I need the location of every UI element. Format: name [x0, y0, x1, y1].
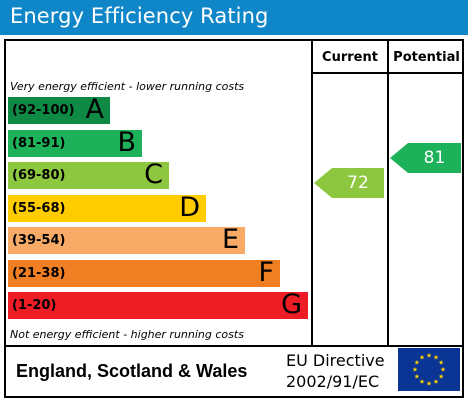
band-d: (55-68) D	[8, 192, 206, 223]
note-inefficient: Not energy efficient - higher running co…	[10, 328, 244, 341]
eu-star-icon	[438, 359, 444, 365]
eu-star-icon	[414, 373, 420, 379]
band-letter-label: F	[258, 257, 274, 288]
band-b: (81-91) B	[8, 127, 142, 158]
chart-title: Energy Efficiency Rating	[10, 4, 269, 28]
potential-rating-arrow	[390, 143, 461, 173]
eu-directive: EU Directive 2002/91/EC	[286, 350, 385, 392]
eu-directive-line1: EU Directive	[286, 351, 385, 370]
footer-divider	[4, 345, 464, 347]
band-range-label: (81-91)	[12, 136, 66, 151]
eu-star-icon	[414, 359, 420, 365]
potential-rating-value: 81	[423, 148, 446, 168]
eu-star-icon	[412, 366, 418, 372]
band-letter-label: C	[144, 159, 163, 190]
eu-star-icon	[419, 379, 425, 384]
header-divider	[311, 72, 464, 74]
eu-directive-line2: 2002/91/EC	[286, 372, 380, 391]
column-header-potential: Potential	[393, 50, 460, 65]
eu-star-icon	[440, 366, 446, 372]
region-label: England, Scotland & Wales	[16, 361, 248, 381]
band-a: (92-100) A	[8, 94, 110, 125]
band-range-label: (21-38)	[12, 266, 66, 281]
band-letter-label: D	[179, 192, 200, 223]
eu-star-icon	[419, 354, 425, 360]
band-letter-label: B	[117, 127, 136, 158]
rating-frame	[4, 39, 464, 398]
eu-star-icon	[433, 379, 439, 384]
band-letter-label: G	[281, 289, 302, 320]
band-letter-label: E	[221, 224, 239, 255]
current-rating-arrow	[314, 168, 384, 198]
title-bar: Energy Efficiency Rating	[0, 0, 468, 35]
divider-potential	[387, 39, 389, 346]
divider-current	[311, 39, 313, 346]
band-letter-label: A	[85, 94, 104, 125]
column-header-current: Current	[322, 50, 378, 65]
band-range-label: (92-100)	[12, 103, 75, 118]
band-range-label: (69-80)	[12, 168, 66, 183]
current-rating-value: 72	[347, 173, 369, 193]
eu-star-icon	[426, 380, 432, 386]
band-range-label: (39-54)	[12, 233, 66, 248]
eu-star-icon	[433, 354, 439, 360]
band-g: (1-20) G	[8, 289, 308, 320]
band-range-label: (1-20)	[12, 298, 57, 313]
eu-flag-icon	[398, 348, 460, 391]
band-c: (69-80) C	[8, 159, 169, 190]
eu-star-icon	[438, 373, 444, 379]
band-e: (39-54) E	[8, 224, 245, 255]
band-range-label: (55-68)	[12, 201, 66, 216]
band-f: (21-38) F	[8, 257, 280, 288]
eu-star-icon	[426, 352, 432, 358]
note-efficient: Very energy efficient - lower running co…	[10, 80, 245, 93]
